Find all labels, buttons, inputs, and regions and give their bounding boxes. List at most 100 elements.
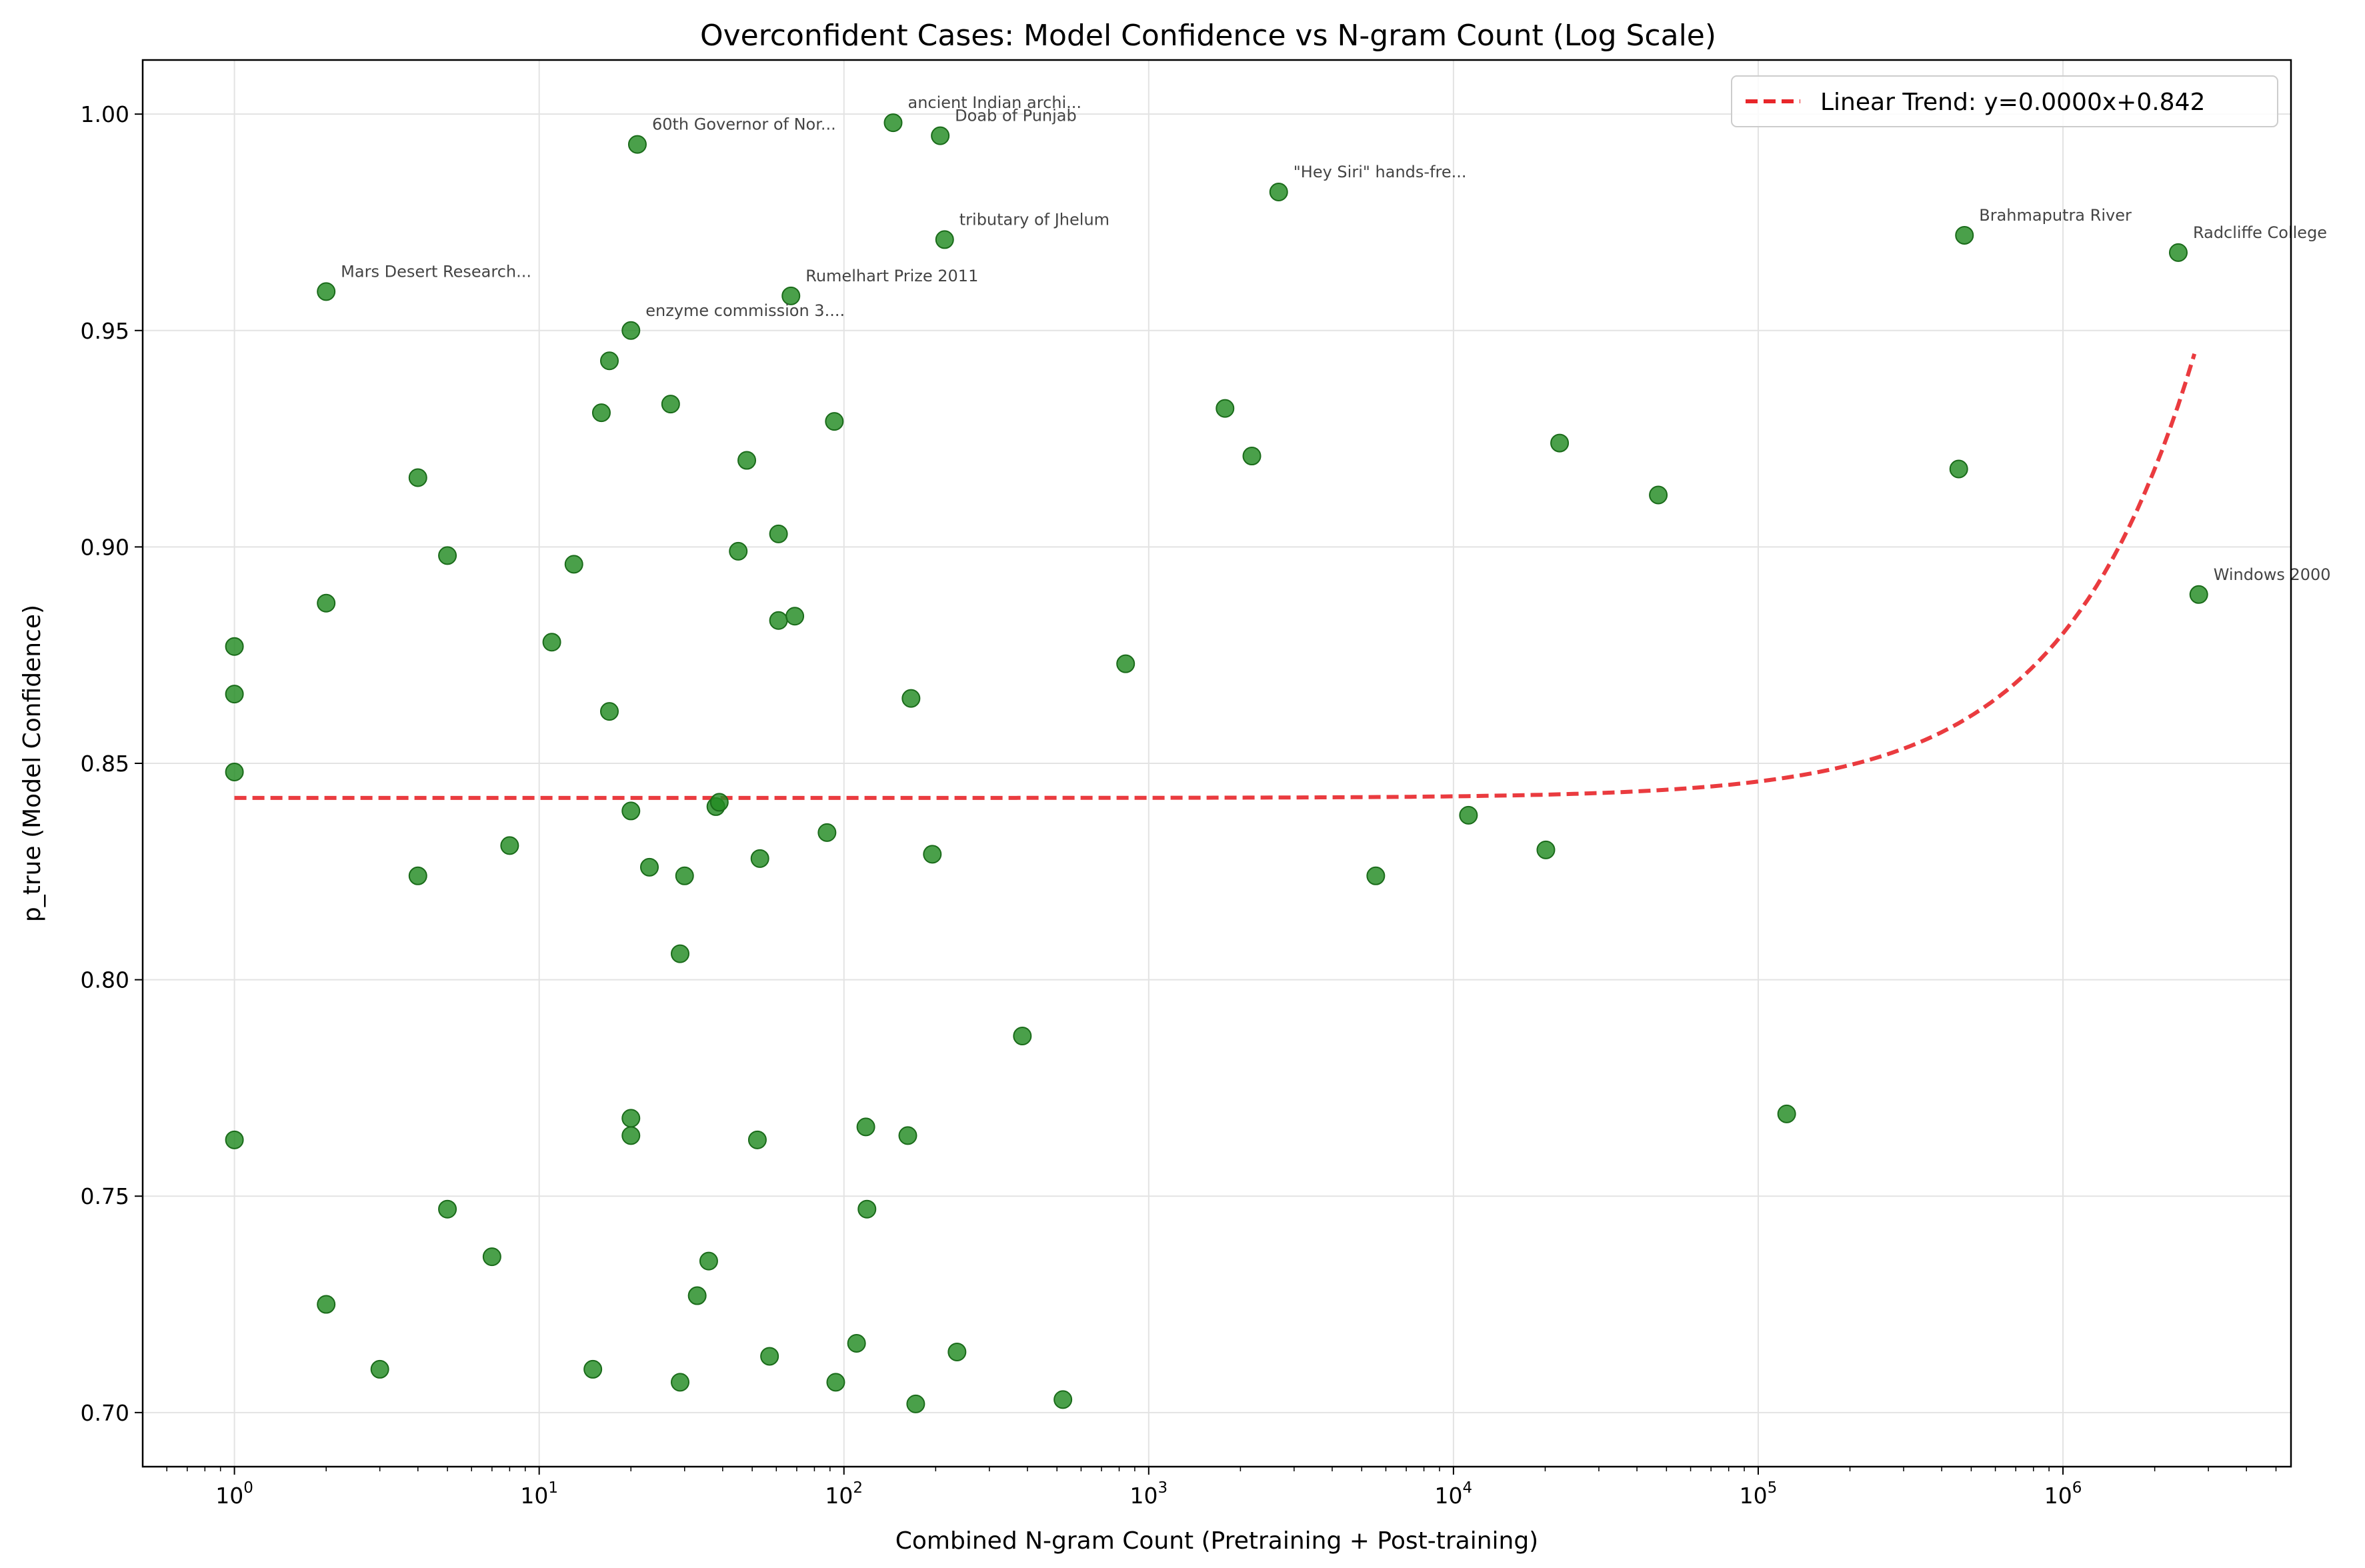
data-point — [621, 1109, 641, 1128]
x-tick-label: 105 — [1740, 1479, 1778, 1509]
x-tick-label: 104 — [1435, 1479, 1473, 1509]
data-point — [898, 1126, 917, 1145]
legend: Linear Trend: y=0.0000x+0.842 — [1731, 75, 2278, 127]
y-tick-label: 0.95 — [81, 318, 129, 344]
data-point — [750, 849, 769, 868]
data-point — [671, 944, 690, 963]
point-annotation: Radcliffe College — [2193, 223, 2327, 242]
legend-box — [1731, 75, 2278, 127]
data-point — [671, 1373, 690, 1392]
data-point — [2189, 585, 2208, 604]
data-point — [699, 1251, 718, 1271]
data-point — [847, 1333, 866, 1353]
x-tick-label: 100 — [215, 1479, 253, 1509]
trend-layer — [234, 353, 2197, 800]
x-tick-label: 102 — [825, 1479, 863, 1509]
data-point — [225, 637, 244, 656]
data-point — [627, 135, 647, 154]
data-point — [931, 126, 950, 145]
data-point — [1536, 840, 1556, 859]
data-point — [769, 524, 788, 543]
x-tick-label: 106 — [2044, 1479, 2082, 1509]
data-point — [1366, 866, 1386, 885]
data-point — [883, 113, 903, 133]
data-point — [621, 321, 641, 340]
data-point — [564, 555, 583, 574]
data-point — [785, 607, 805, 626]
data-point — [317, 1295, 336, 1314]
data-point — [1777, 1104, 1796, 1123]
point-annotation: 60th Governor of Nor... — [652, 115, 836, 134]
x-axis-label: Combined N-gram Count (Pretraining + Pos… — [895, 1527, 1538, 1555]
data-point — [1216, 399, 1235, 418]
data-point — [482, 1247, 501, 1267]
data-point — [1649, 485, 1668, 505]
y-tick-label: 0.85 — [81, 751, 129, 777]
data-point — [1116, 654, 1135, 673]
y-tick-label: 0.75 — [81, 1183, 129, 1209]
data-point — [709, 793, 729, 812]
data-point — [901, 689, 921, 708]
point-annotation: "Hey Siri" hands-fre... — [1294, 163, 1467, 181]
y-axis-label: p_true (Model Confidence) — [19, 605, 46, 922]
data-point — [857, 1199, 877, 1219]
data-point — [225, 762, 244, 781]
data-point — [599, 702, 619, 721]
data-point — [1550, 433, 1570, 453]
point-annotation: tributary of Jhelum — [959, 210, 1109, 229]
data-point — [825, 412, 844, 431]
point-annotation: Rumelhart Prize 2011 — [805, 267, 978, 285]
data-point — [225, 1130, 244, 1149]
data-point — [947, 1342, 967, 1361]
x-tick-label: 103 — [1129, 1479, 1167, 1509]
data-point — [640, 857, 659, 877]
data-point — [1955, 225, 1974, 245]
data-point — [317, 593, 336, 613]
data-point — [906, 1394, 925, 1413]
data-point — [675, 866, 694, 885]
data-point — [826, 1373, 845, 1392]
data-point — [591, 403, 611, 423]
x-tick-label: 101 — [520, 1479, 558, 1509]
data-point — [621, 1126, 641, 1145]
data-point — [781, 286, 801, 305]
point-annotation: Brahmaputra River — [1979, 206, 2132, 225]
data-point — [1242, 447, 1262, 466]
data-point — [583, 1359, 603, 1379]
data-point — [370, 1359, 389, 1379]
point-annotation: enzyme commission 3.... — [645, 301, 845, 320]
data-point — [2168, 243, 2188, 262]
trend-line — [234, 353, 2197, 800]
y-tick-label: 0.70 — [81, 1400, 129, 1426]
data-point — [747, 1130, 767, 1149]
data-point — [1949, 459, 1968, 479]
data-point — [621, 801, 641, 821]
chart-title: Overconfident Cases: Model Confidence vs… — [700, 19, 1716, 53]
legend-trend-label: Linear Trend: y=0.0000x+0.842 — [1820, 89, 2205, 116]
data-point — [769, 611, 788, 630]
point-annotation: Mars Desert Research... — [341, 262, 531, 281]
point-annotation: ancient Indian archi... — [907, 93, 1081, 112]
data-point — [408, 468, 427, 487]
data-point — [856, 1117, 875, 1137]
data-point — [687, 1286, 707, 1305]
y-tick-label: 0.90 — [81, 534, 129, 560]
y-tick-label: 0.80 — [81, 967, 129, 993]
data-point — [438, 1199, 457, 1219]
data-point — [760, 1347, 779, 1366]
data-point — [599, 351, 619, 371]
x-axis-ticks: 100 101 102 103 104 105 106 — [166, 1467, 2277, 1509]
data-point — [225, 685, 244, 704]
point-annotation: Windows 2000 — [2214, 565, 2331, 584]
data-point — [923, 845, 942, 864]
data-point — [438, 546, 457, 565]
data-point — [500, 836, 519, 855]
data-point — [1459, 805, 1478, 825]
data-point — [1053, 1390, 1073, 1409]
data-point — [317, 282, 336, 301]
scatter-points — [225, 113, 2208, 1413]
data-point — [1269, 183, 1288, 202]
data-point — [729, 541, 748, 561]
